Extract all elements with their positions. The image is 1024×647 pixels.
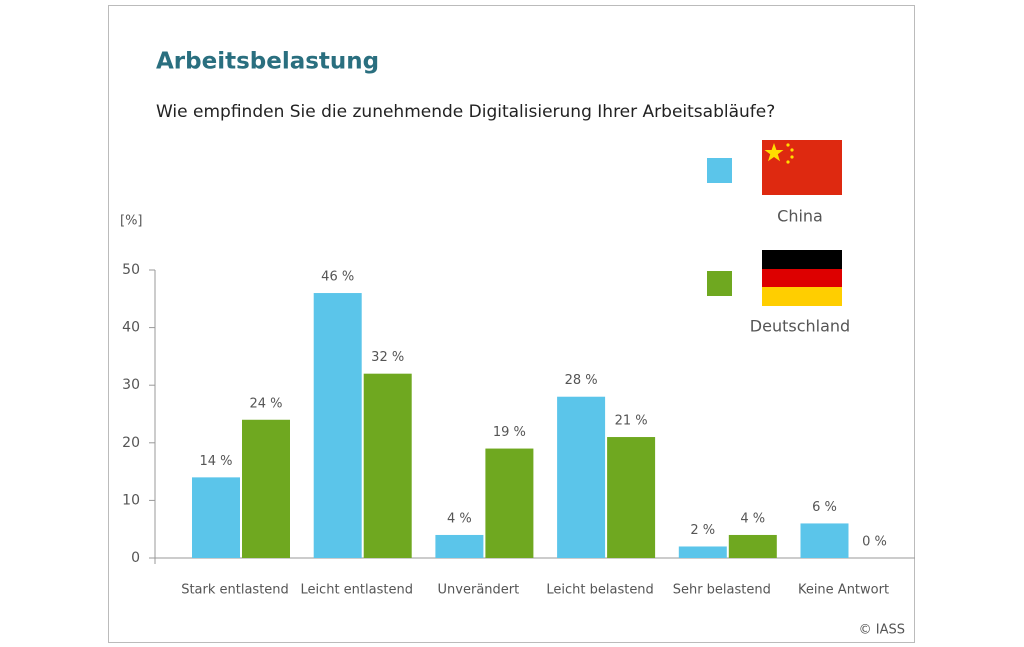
x-tick-label: Unverändert: [438, 583, 520, 598]
value-label: 4 %: [740, 511, 765, 526]
y-tick-label: 10: [122, 492, 140, 508]
value-label: 6 %: [812, 500, 837, 515]
y-tick-label: 30: [122, 377, 140, 393]
value-label: 24 %: [249, 396, 282, 411]
x-tick-label: Keine Antwort: [798, 583, 889, 598]
x-tick-label: Sehr belastend: [673, 583, 771, 598]
bar: [363, 373, 412, 558]
flag-china: [762, 140, 842, 195]
legend-label: China: [777, 207, 823, 226]
y-tick-label: 20: [122, 435, 140, 451]
bar: [678, 546, 727, 558]
legend-label: Deutschland: [750, 317, 850, 336]
value-label: 2 %: [690, 523, 715, 538]
value-label: 14 %: [199, 454, 232, 469]
bar: [728, 534, 777, 558]
bar: [557, 396, 606, 558]
x-tick-label: Leicht belastend: [546, 583, 653, 598]
legend-swatch: [707, 158, 732, 183]
value-label: 0 %: [862, 535, 887, 550]
bar: [485, 448, 534, 558]
bar: [192, 477, 240, 558]
value-label: 46 %: [321, 270, 354, 285]
y-axis-label: [%]: [120, 214, 143, 229]
legend-swatch: [707, 271, 732, 296]
credit: © IASS: [859, 623, 905, 638]
chart-title: Arbeitsbelastung: [156, 49, 379, 75]
bar: [313, 293, 362, 558]
value-label: 32 %: [371, 350, 404, 365]
x-tick-label: Leicht entlastend: [300, 583, 413, 598]
x-tick-label: Stark entlastend: [181, 583, 289, 598]
value-label: 28 %: [565, 373, 598, 388]
bar: [607, 437, 656, 558]
chart-subtitle: Wie empfinden Sie die zunehmende Digital…: [156, 102, 775, 122]
y-tick-label: 40: [122, 320, 140, 336]
bar: [800, 523, 849, 558]
y-tick-label: 50: [122, 262, 140, 278]
bar: [435, 534, 484, 558]
value-label: 19 %: [493, 425, 526, 440]
y-tick-label: 0: [131, 550, 140, 566]
flag-germany: [762, 250, 842, 306]
value-label: 21 %: [615, 414, 648, 429]
bar: [242, 419, 290, 558]
value-label: 4 %: [447, 511, 472, 526]
